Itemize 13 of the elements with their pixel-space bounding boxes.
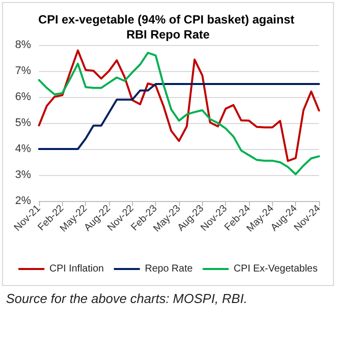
y-tick-label: 4% [15,143,32,155]
y-tick-label: 7% [15,65,32,77]
legend-label: Repo Rate [144,264,194,274]
chart-title: CPI ex-vegetable (94% of CPI basket) against RBI Repo Rate [38,12,298,42]
source-note: Source for the above charts: MOSPI, RBI. [6,290,248,307]
legend-label: CPI Inflation [49,264,104,274]
line-series [38,83,320,150]
y-tick-label: 6% [15,91,32,103]
y-tick-label: 5% [15,117,32,129]
legend-label: CPI Ex-Vegetables [234,264,318,274]
y-tick-label: 3% [15,169,32,181]
y-tick-label: 8% [15,39,32,51]
y-tick-label: 2% [15,195,32,207]
